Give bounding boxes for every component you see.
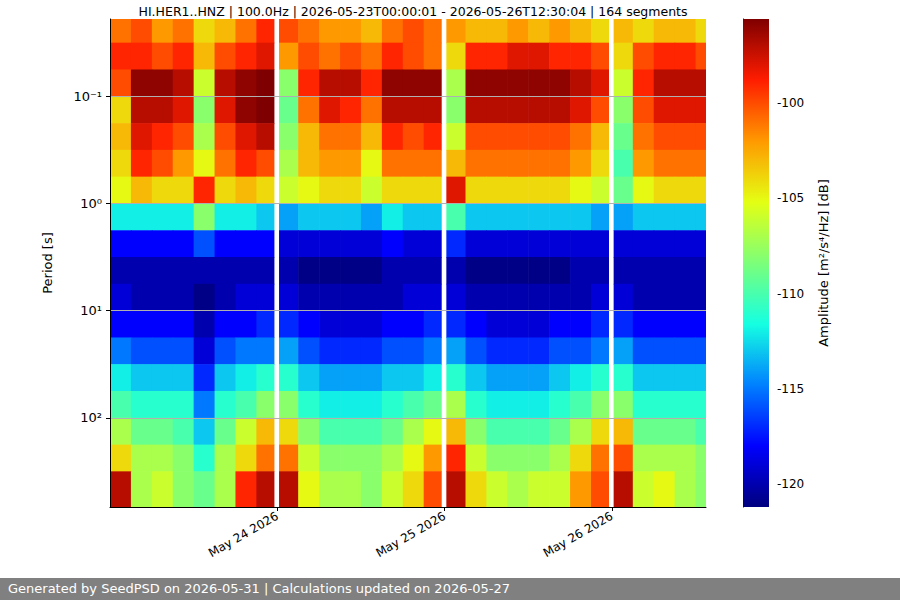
svg-text:-120: -120 xyxy=(777,477,804,491)
svg-text:Period [s]: Period [s] xyxy=(40,232,55,294)
svg-text:May 26 2026: May 26 2026 xyxy=(541,509,616,560)
svg-text:May 25 2026: May 25 2026 xyxy=(373,509,448,560)
svg-text:Amplitude [m²/s⁴/Hz] [dB]: Amplitude [m²/s⁴/Hz] [dB] xyxy=(816,179,831,347)
svg-text:10⁻¹: 10⁻¹ xyxy=(73,89,102,104)
svg-text:May 24 2026: May 24 2026 xyxy=(206,509,281,560)
svg-text:-105: -105 xyxy=(777,191,804,205)
svg-text:-110: -110 xyxy=(777,287,804,301)
svg-text:Generated by SeedPSD on 2026-0: Generated by SeedPSD on 2026-05-31 | Cal… xyxy=(8,581,510,596)
svg-text:10²: 10² xyxy=(80,410,102,425)
svg-text:10¹: 10¹ xyxy=(80,303,102,318)
svg-text:-100: -100 xyxy=(777,96,804,110)
svg-text:10⁰: 10⁰ xyxy=(80,196,102,211)
svg-text:-115: -115 xyxy=(777,382,804,396)
svg-text:HI.HER1..HNZ | 100.0Hz | 2026-: HI.HER1..HNZ | 100.0Hz | 2026-05-23T00:0… xyxy=(139,4,688,19)
